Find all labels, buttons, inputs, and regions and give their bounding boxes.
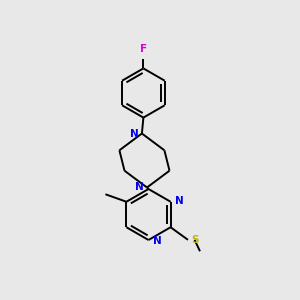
Text: S: S: [192, 235, 199, 245]
Text: N: N: [153, 236, 161, 246]
Text: N: N: [135, 182, 143, 193]
Text: N: N: [130, 128, 138, 139]
Text: F: F: [140, 44, 147, 54]
Text: N: N: [175, 196, 184, 206]
